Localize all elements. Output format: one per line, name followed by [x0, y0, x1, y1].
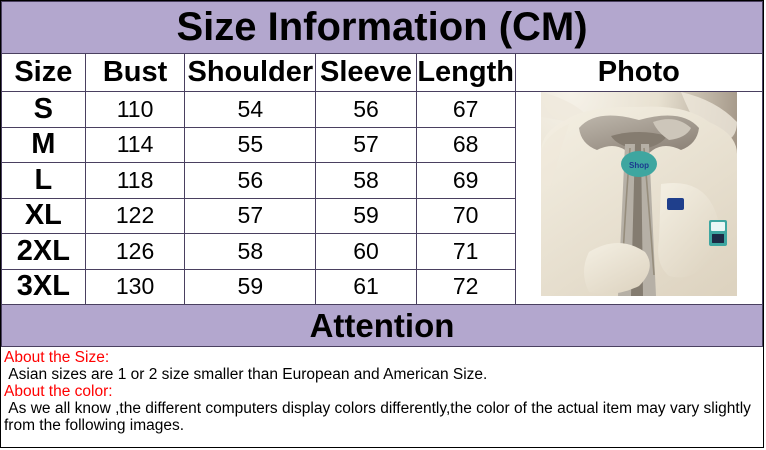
svg-text:Shop: Shop [629, 161, 649, 170]
